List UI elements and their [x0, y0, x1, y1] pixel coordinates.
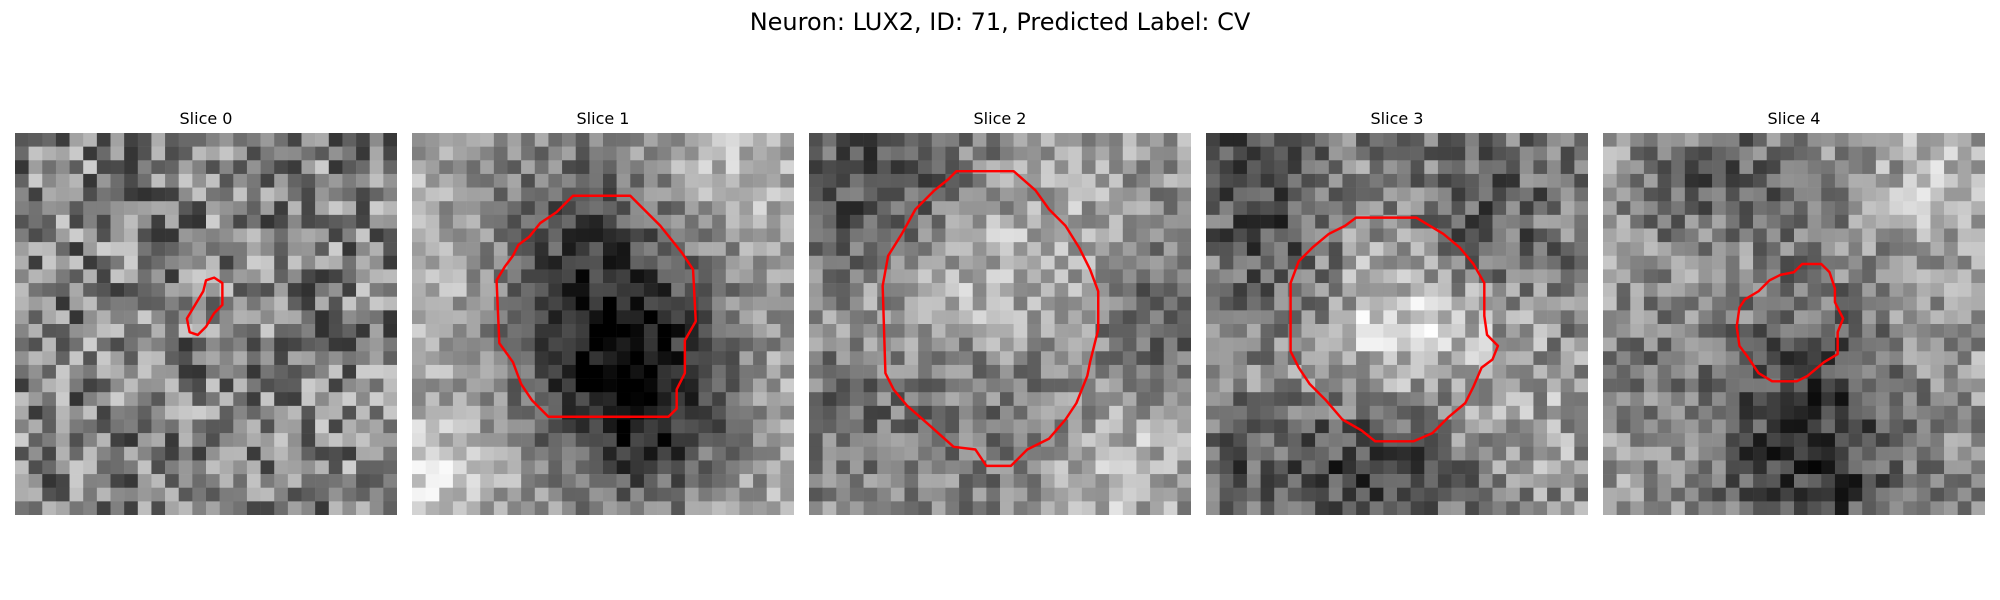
- slice-3-title: Slice 3: [1370, 109, 1424, 128]
- pixel-grid: [1206, 133, 1588, 515]
- slice-0-title: Slice 0: [179, 109, 233, 128]
- slice-panel-1: Slice 1: [412, 108, 794, 515]
- pixel-grid: [809, 133, 1191, 515]
- slice-panel-4: Slice 4: [1603, 108, 1985, 515]
- slice-1-title: Slice 1: [576, 109, 630, 128]
- pixel-grid: [1603, 133, 1985, 515]
- slice-panel-0: Slice 0: [15, 108, 397, 515]
- slice-panel-2: Slice 2: [809, 108, 1191, 515]
- slice-2-title: Slice 2: [973, 109, 1027, 128]
- red-contour: [881, 169, 1100, 468]
- red-contour: [1735, 262, 1845, 383]
- figure-title: Neuron: LUX2, ID: 71, Predicted Label: C…: [749, 8, 1251, 36]
- slice-1-image: [412, 133, 794, 515]
- red-contour: [1289, 216, 1500, 443]
- slice-4-image: [1603, 133, 1985, 515]
- slice-4-title: Slice 4: [1767, 109, 1821, 128]
- red-contour: [495, 194, 697, 418]
- red-contour: [185, 276, 224, 337]
- slice-2-image: [809, 133, 1191, 515]
- slice-0-image: [15, 133, 397, 515]
- slice-3-image: [1206, 133, 1588, 515]
- pixel-grid: [412, 133, 794, 515]
- pixel-grid: [15, 133, 397, 515]
- slice-panel-3: Slice 3: [1206, 108, 1588, 515]
